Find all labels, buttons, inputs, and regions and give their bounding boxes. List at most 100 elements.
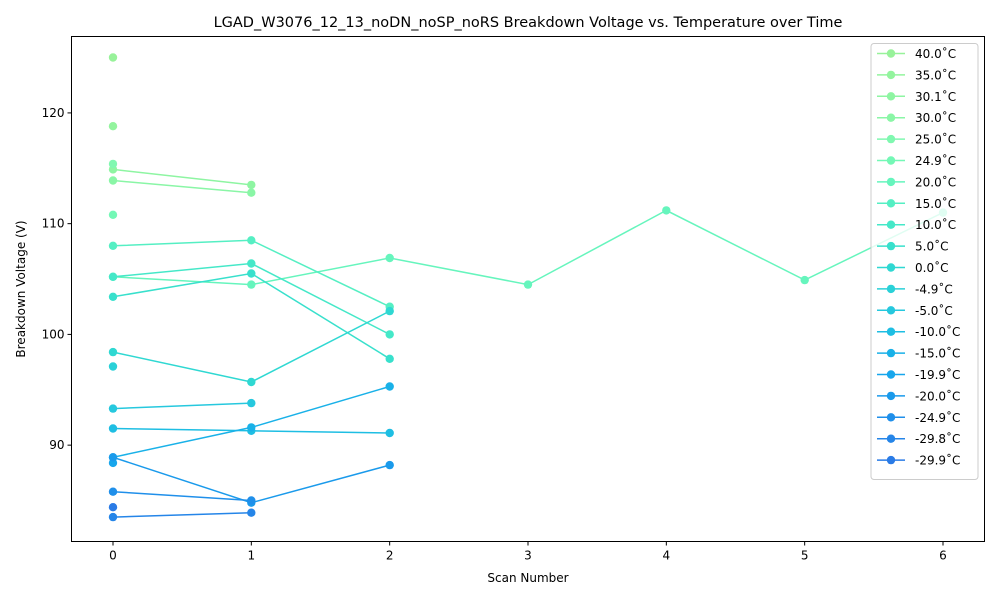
data-point (108, 453, 118, 462)
series-line (112, 511, 252, 518)
data-point (108, 487, 118, 496)
data-point (247, 496, 256, 505)
data-point (108, 53, 118, 62)
data-point (385, 306, 394, 316)
y-axis-ticks: 90 100 110 120 (42, 106, 72, 452)
x-tick-label: 3 (524, 549, 532, 563)
legend-item: -24.9˚C (877, 410, 960, 425)
series-0 (108, 53, 118, 62)
legend-marker (886, 391, 896, 401)
data-point (385, 354, 394, 363)
series-18 (108, 508, 256, 522)
legend-item: 35.0˚C (877, 67, 956, 82)
legend-item: -29.9˚C (877, 453, 960, 468)
legend-marker (886, 455, 896, 465)
x-tick-label: 5 (801, 549, 809, 563)
legend-label: 20.0˚C (915, 174, 956, 189)
legend-item: -10.0˚C (877, 324, 960, 339)
y-tick-label: 100 (42, 327, 65, 341)
legend-item: -15.0˚C (877, 346, 960, 361)
data-point (247, 377, 256, 387)
legend-label: 10.0˚C (915, 217, 956, 232)
legend-item: 15.0˚C (877, 196, 956, 211)
legend-label: -29.9˚C (915, 453, 960, 468)
legend-item: 24.9˚C (877, 153, 956, 168)
data-point (247, 188, 256, 197)
legend-item: 20.0˚C (877, 174, 956, 189)
legend-marker (886, 134, 896, 144)
data-point (247, 280, 256, 289)
legend-label: 30.1˚C (915, 89, 956, 104)
legend-item: 30.1˚C (877, 89, 956, 104)
data-point (247, 259, 256, 268)
legend-box (870, 43, 979, 480)
x-tick-label: 6 (939, 549, 947, 563)
legend-marker (886, 177, 896, 187)
data-point (662, 206, 671, 215)
x-tick-label: 0 (109, 549, 117, 563)
legend-marker (886, 92, 896, 101)
y-axis-label: Breakdown Voltage (V) (14, 220, 28, 357)
data-point (385, 330, 394, 339)
data-point (247, 180, 256, 190)
legend-label: 15.0˚C (915, 196, 956, 211)
x-tick-label: 4 (663, 549, 671, 563)
legend-label: 30.0˚C (915, 110, 956, 125)
legend-marker (886, 413, 896, 422)
series-8 (108, 259, 394, 339)
series-19 (108, 503, 118, 512)
data-point (108, 176, 118, 185)
data-point (247, 269, 256, 278)
legend-marker (886, 263, 896, 272)
series-9 (108, 269, 394, 363)
data-point (108, 122, 118, 131)
legend-item: -4.9˚C (877, 281, 953, 296)
series-17 (108, 487, 256, 505)
legend-label: -10.0˚C (915, 324, 960, 339)
legend-item: 10.0˚C (877, 217, 956, 232)
series-1 (108, 122, 118, 131)
x-tick-label: 1 (248, 549, 256, 563)
series-line (112, 179, 252, 194)
x-axis-label: Scan Number (487, 571, 568, 585)
legend-marker (886, 241, 896, 251)
legend-label: 35.0˚C (915, 67, 956, 82)
data-point (800, 275, 809, 285)
data-point (108, 512, 118, 522)
y-tick-label: 110 (42, 217, 65, 231)
data-point (108, 503, 118, 512)
legend-label: -5.0˚C (915, 303, 953, 318)
x-axis-ticks: 0 1 2 3 4 5 6 (109, 541, 947, 563)
legend-label: -20.0˚C (915, 388, 960, 403)
data-point (247, 398, 256, 408)
legend: 40.0˚C 35.0˚C 30.1˚C 30.0˚C 25.0˚C 24.9˚C 20.0… (870, 43, 979, 480)
legend-marker (886, 220, 896, 229)
legend-label: 5.0˚C (915, 239, 948, 254)
data-point (523, 280, 533, 289)
legend-marker (886, 284, 896, 294)
legend-marker (886, 70, 896, 80)
data-point (108, 347, 118, 357)
legend-marker (886, 113, 896, 122)
data-point (108, 424, 118, 433)
series-10 (108, 306, 394, 387)
legend-item: -5.0˚C (877, 303, 953, 318)
chart-title: LGAD_W3076_12_13_noDN_noSP_noRS Breakdow… (214, 15, 843, 31)
data-point (247, 508, 256, 517)
legend-marker (886, 49, 896, 58)
data-point (247, 423, 256, 432)
data-point (108, 241, 118, 250)
data-point (108, 210, 118, 219)
data-point (108, 404, 118, 413)
data-point (108, 362, 118, 371)
legend-marker (886, 306, 896, 315)
legend-label: 40.0˚C (915, 46, 956, 61)
series-4 (108, 159, 118, 169)
legend-marker (886, 199, 896, 208)
legend-label: -29.8˚C (915, 431, 960, 446)
legend-item: -19.9˚C (877, 367, 960, 382)
data-point (385, 253, 394, 263)
legend-marker (886, 370, 896, 379)
x-tick-label: 2 (386, 549, 394, 563)
